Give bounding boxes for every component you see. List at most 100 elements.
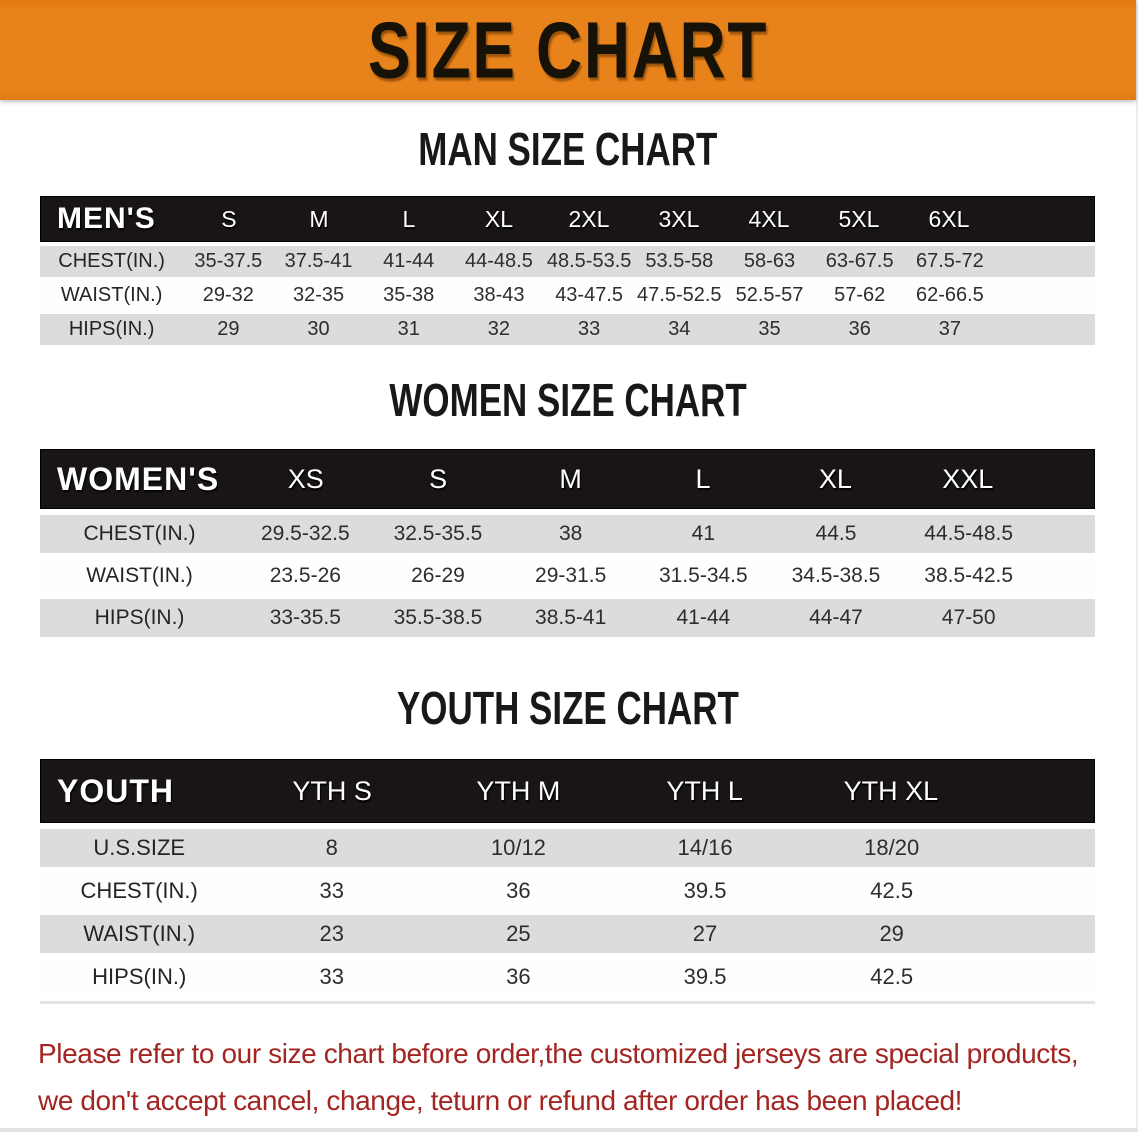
size-value: 58-63: [743, 250, 796, 272]
row-label: WAIST(IN.): [86, 564, 193, 587]
size-value: 35-38: [383, 284, 435, 306]
size-value: 35.5-38.5: [393, 606, 483, 629]
size-value: 41-44: [676, 606, 731, 629]
size-value: 34.5-38.5: [791, 564, 881, 587]
size-value: 41-44: [383, 250, 435, 272]
disclaimer-note: Please refer to our size chart before or…: [38, 1030, 1116, 1124]
youth-waist-row: WAIST(IN.) 23 25 27 29: [40, 915, 1095, 953]
banner: SIZE CHART: [0, 0, 1136, 100]
men-section-heading: MAN SIZE CHART: [0, 126, 1136, 172]
size-value: 29-32: [202, 284, 254, 306]
size-value: 23: [319, 921, 344, 946]
size-column-header: 2XL: [568, 205, 610, 232]
youth-size-table: YOUTH YTH S YTH M YTH L YTH XL U.S.SIZE …: [40, 759, 1095, 1004]
size-column-header: XXL: [942, 463, 994, 494]
size-column-header: YTH S: [292, 775, 372, 806]
size-value: 29.5-32.5: [260, 522, 350, 545]
row-label: HIPS(IN.): [94, 606, 185, 629]
size-column-header: 5XL: [838, 205, 880, 232]
size-value: 44-48.5: [465, 250, 533, 272]
size-value: 33: [577, 318, 601, 340]
size-value: 35: [758, 318, 781, 340]
size-value: 25: [506, 921, 531, 946]
size-column-header: S: [429, 463, 448, 494]
size-value: 29: [217, 318, 240, 340]
size-value: 35-37.5: [194, 250, 263, 272]
size-column-header: M: [309, 205, 329, 232]
size-column-header: 3XL: [658, 205, 700, 232]
youth-section-heading-text: YOUTH SIZE CHART: [397, 682, 739, 734]
size-column-header: M: [559, 463, 582, 494]
size-value: 62-66.5: [915, 284, 984, 306]
size-column-header: XL: [818, 463, 852, 494]
size-value: 38.5-41: [535, 606, 607, 629]
row-label: WAIST(IN.): [83, 921, 196, 946]
women-waist-row: WAIST(IN.) 23.5-26 26-29 29-31.5 31.5-34…: [40, 557, 1095, 595]
size-value: 44.5: [815, 522, 857, 545]
size-column-header: S: [221, 205, 237, 232]
size-column-header: YTH L: [666, 775, 743, 806]
men-hips-row: HIPS(IN.) 29 30 31 32 33 34 35 36 37: [40, 314, 1095, 345]
size-value: 27: [692, 921, 718, 946]
row-label: CHEST(IN.): [83, 522, 196, 545]
row-label: HIPS(IN.): [68, 318, 155, 340]
men-table-header: MEN'S S M L XL 2XL 3XL 4XL 5XL 6XL: [40, 196, 1095, 242]
disclaimer-line-2: we don't accept cancel, change, teturn o…: [38, 1085, 963, 1116]
size-value: 36: [506, 878, 531, 903]
youth-chest-row: CHEST(IN.) 33 36 39.5 42.5: [40, 872, 1095, 910]
size-value: 39.5: [683, 878, 727, 903]
size-value: 31.5-34.5: [658, 564, 748, 587]
size-value: 37.5-41: [284, 250, 353, 272]
size-column-header: L: [695, 463, 711, 494]
size-value: 44.5-48.5: [924, 522, 1014, 545]
size-column-header: 4XL: [748, 205, 790, 232]
row-label: U.S.SIZE: [93, 835, 186, 860]
men-waist-row: WAIST(IN.) 29-32 32-35 35-38 38-43 43-47…: [40, 280, 1095, 311]
youth-ussize-row: U.S.SIZE 8 10/12 14/16 18/20: [40, 829, 1095, 867]
disclaimer-line-1: Please refer to our size chart before or…: [38, 1038, 1079, 1069]
size-value: 41: [691, 522, 715, 545]
size-value: 37: [938, 318, 962, 340]
size-value: 33: [319, 964, 344, 989]
size-value: 38-43: [473, 284, 525, 306]
size-value: 36: [506, 964, 531, 989]
size-value: 48.5-53.5: [546, 250, 632, 272]
size-value: 23.5-26: [269, 564, 341, 587]
women-chest-row: CHEST(IN.) 29.5-32.5 32.5-35.5 38 41 44.…: [40, 515, 1095, 553]
size-value: 52.5-57: [735, 284, 804, 306]
women-table-header: WOMEN'S XS S M L XL XXL: [40, 449, 1095, 509]
size-value: 42.5: [870, 878, 914, 903]
size-value: 26-29: [411, 564, 465, 587]
size-value: 38: [558, 522, 583, 545]
size-value: 29-31.5: [535, 564, 607, 587]
men-size-table: MEN'S S M L XL 2XL 3XL 4XL 5XL 6XL CHEST…: [40, 196, 1095, 345]
size-value: 14/16: [677, 835, 733, 860]
men-section-heading-text: MAN SIZE CHART: [418, 123, 718, 175]
row-label: WAIST(IN.): [60, 284, 163, 306]
women-size-table: WOMEN'S XS S M L XL XXL CHEST(IN.) 29.5-…: [40, 449, 1095, 637]
size-column-header: XL: [484, 205, 514, 232]
size-value: 32-35: [292, 284, 345, 306]
size-value: 53.5-58: [645, 250, 714, 272]
size-value: 8: [325, 835, 338, 860]
size-value: 47-50: [941, 606, 996, 629]
size-column-header: 6XL: [928, 205, 970, 232]
size-value: 44-47: [809, 606, 863, 629]
youth-section-heading: YOUTH SIZE CHART: [0, 685, 1136, 731]
row-label: CHEST(IN.): [58, 250, 165, 272]
size-value: 32: [487, 318, 511, 340]
size-value: 34: [668, 318, 691, 340]
size-value: 33-35.5: [269, 606, 341, 629]
size-value: 33: [319, 878, 344, 903]
size-value: 43-47.5: [555, 284, 624, 306]
row-label: HIPS(IN.): [92, 964, 187, 989]
women-section-heading-text: WOMEN SIZE CHART: [389, 374, 747, 426]
size-value: 30: [307, 318, 330, 340]
size-value: 63-67.5: [825, 250, 894, 272]
size-value: 31: [397, 318, 420, 340]
size-value: 67.5-72: [915, 250, 984, 272]
youth-table-label: YOUTH: [57, 772, 174, 809]
youth-hips-row: HIPS(IN.) 33 36 39.5 42.5: [40, 958, 1095, 996]
size-column-header: YTH XL: [843, 775, 939, 806]
